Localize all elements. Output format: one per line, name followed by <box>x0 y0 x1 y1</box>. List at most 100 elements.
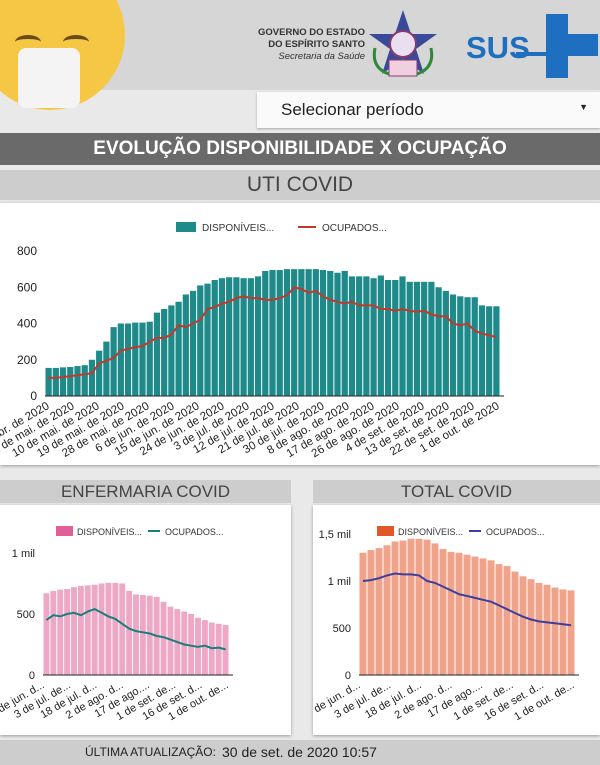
bar-disponiveis <box>201 620 208 675</box>
bar-disponiveis <box>50 590 57 675</box>
svg-text:SUS: SUS <box>466 30 530 65</box>
enfermaria-panel-title: ENFERMARIA COVID <box>0 480 291 503</box>
bar-disponiveis <box>442 290 449 396</box>
bar-disponiveis <box>77 585 84 675</box>
bar-disponiveis <box>457 296 464 396</box>
gov-line-3: Secretaria da Saúde <box>278 51 365 62</box>
bar-disponiveis <box>435 287 442 396</box>
bar-disponiveis <box>117 323 124 396</box>
bar-disponiveis <box>384 280 392 396</box>
bar-disponiveis <box>413 281 421 396</box>
bar-disponiveis <box>567 590 575 675</box>
bar-disponiveis <box>415 538 423 675</box>
legend-label-ocupados: OCUPADOS... <box>486 527 544 537</box>
bar-disponiveis <box>81 365 88 396</box>
bar-disponiveis <box>478 305 486 396</box>
bar-disponiveis <box>493 306 500 396</box>
bar-disponiveis <box>406 281 413 396</box>
bar-disponiveis <box>132 322 139 396</box>
bar-disponiveis <box>98 583 105 675</box>
page-title: EVOLUÇÃO DISPONIBILIDADE X OCUPAÇÃO <box>0 133 600 165</box>
bar-disponiveis <box>74 366 81 396</box>
total-panel-title: TOTAL COVID <box>313 480 600 503</box>
bar-disponiveis <box>126 590 133 675</box>
bar-disponiveis <box>181 611 188 675</box>
bar-disponiveis <box>423 539 431 675</box>
bar-disponiveis <box>487 560 495 675</box>
bar-disponiveis <box>112 582 119 675</box>
bar-disponiveis <box>298 269 305 396</box>
bar-disponiveis <box>211 280 218 396</box>
caret-down-icon: ▼ <box>579 102 588 112</box>
bar-disponiveis <box>535 582 543 675</box>
bar-disponiveis <box>283 269 291 396</box>
bar-disponiveis <box>197 285 204 396</box>
bar-disponiveis <box>254 276 262 396</box>
bar-disponiveis <box>377 275 384 396</box>
bar-disponiveis <box>188 614 195 675</box>
bar-disponiveis <box>64 588 71 675</box>
legend-label-disponiveis: DISPONÍVEIS... <box>77 527 142 537</box>
bar-disponiveis <box>399 276 406 396</box>
bar-disponiveis <box>334 272 341 396</box>
bar-disponiveis <box>363 276 370 396</box>
bar-disponiveis <box>449 294 457 396</box>
legend-swatch-disponiveis <box>377 526 394 536</box>
bar-disponiveis <box>348 276 356 396</box>
bar-disponiveis <box>276 270 283 396</box>
bar-disponiveis <box>455 552 463 675</box>
last-update-label: ÚLTIMA ATUALIZAÇÃO: <box>85 745 216 759</box>
bar-disponiveis <box>312 269 319 396</box>
gov-line-2: DO ESPÍRITO SANTO <box>268 39 365 50</box>
state-crest-icon <box>369 10 437 77</box>
bar-disponiveis <box>327 270 334 396</box>
uti-chart-card: DISPONÍVEIS...OCUPADOS...020040060080022… <box>0 203 600 465</box>
bar-disponiveis <box>439 549 447 675</box>
y-tick-label: 600 <box>17 280 37 294</box>
legend-label-disponiveis: DISPONÍVEIS... <box>202 221 274 234</box>
bar-disponiveis <box>551 587 559 675</box>
legend-swatch-disponiveis <box>176 222 196 232</box>
bar-disponiveis <box>91 584 98 675</box>
bar-disponiveis <box>319 270 327 396</box>
period-select[interactable]: Selecionar período ▼ <box>257 92 600 128</box>
bar-disponiveis <box>45 367 52 396</box>
bar-disponiveis <box>399 540 407 675</box>
uti-chart: DISPONÍVEIS...OCUPADOS...020040060080022… <box>0 221 504 460</box>
bar-disponiveis <box>527 579 535 675</box>
bar-disponiveis <box>305 269 312 396</box>
y-tick-label: 500 <box>17 609 35 621</box>
bar-disponiveis <box>471 297 478 396</box>
bar-disponiveis <box>341 270 348 396</box>
bar-disponiveis <box>269 270 276 396</box>
bar-disponiveis <box>392 280 399 396</box>
bar-disponiveis <box>110 327 117 396</box>
bar-disponiveis <box>215 623 222 675</box>
total-chart: DISPONÍVEIS... OCUPADOS... 0 500 1 mil 1,5 mi… <box>299 526 579 723</box>
line-ocupados <box>45 608 226 651</box>
bar-disponiveis <box>495 564 503 675</box>
bar-disponiveis <box>84 585 91 675</box>
bar-disponiveis <box>431 543 439 675</box>
bar-disponiveis <box>161 309 168 396</box>
line-ocupados <box>48 286 497 379</box>
bar-disponiveis <box>133 594 139 675</box>
bar-disponiveis <box>233 277 240 396</box>
bar-disponiveis <box>139 595 146 675</box>
bar-disponiveis <box>240 278 247 396</box>
bar-disponiveis <box>503 565 511 675</box>
last-update-value: 30 de set. de 2020 10:57 <box>222 744 377 760</box>
bar-disponiveis <box>464 297 471 396</box>
y-tick-label: 1 mil <box>328 576 351 588</box>
y-tick-label: 400 <box>17 317 37 331</box>
face-with-medical-mask-icon <box>0 0 125 110</box>
bar-disponiveis <box>119 583 126 675</box>
uti-panel-title: UTI COVID <box>0 170 600 200</box>
bar-disponiveis <box>383 545 391 675</box>
bar-disponiveis <box>447 551 455 675</box>
bar-disponiveis <box>428 281 435 396</box>
bar-disponiveis <box>182 294 189 396</box>
bar-disponiveis <box>407 538 415 675</box>
bar-disponiveis <box>146 595 153 675</box>
